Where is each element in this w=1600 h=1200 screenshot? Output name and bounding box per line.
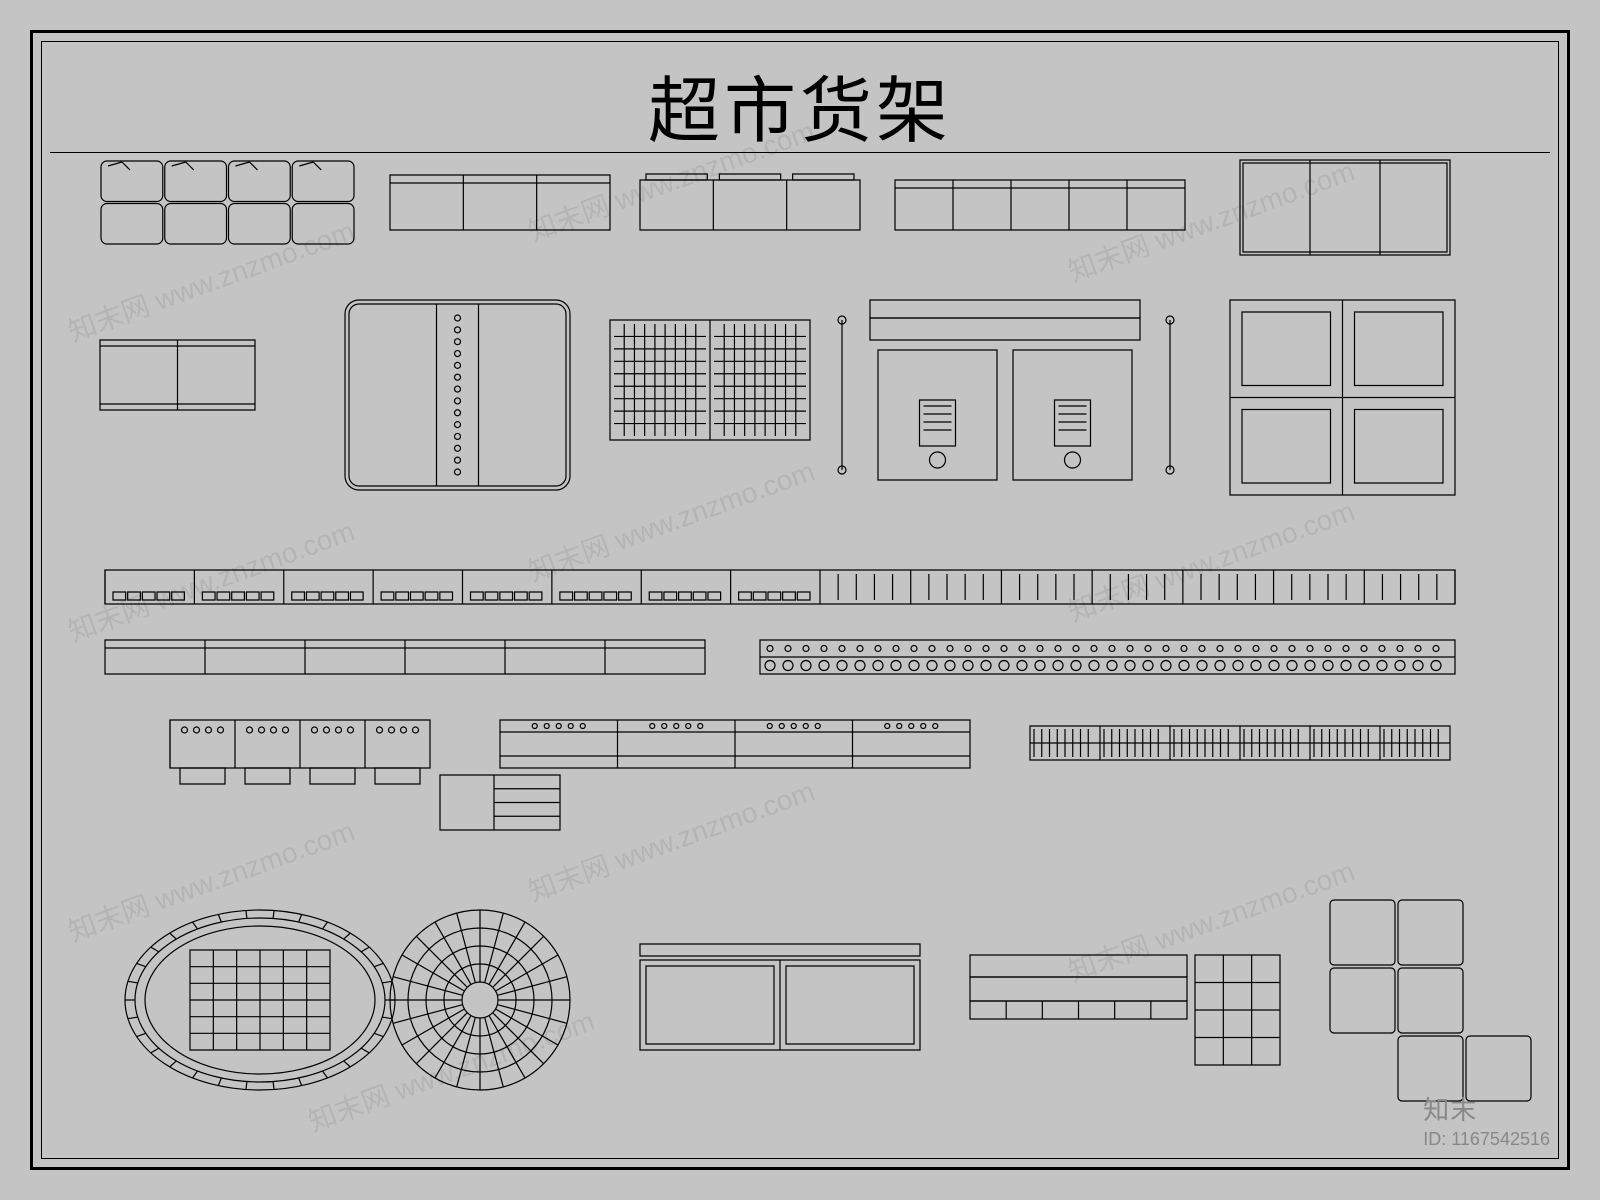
diagram-canvas xyxy=(38,38,1562,1162)
page: 超市货架 知末网 www.znzmo.com知末网 www.znzmo.com知… xyxy=(0,0,1600,1200)
brand-logo-text: 知末 xyxy=(1423,1090,1550,1127)
brand-id-text: ID: 1167542516 xyxy=(1423,1129,1550,1150)
brand-badge: 知末 ID: 1167542516 xyxy=(1423,1090,1550,1150)
